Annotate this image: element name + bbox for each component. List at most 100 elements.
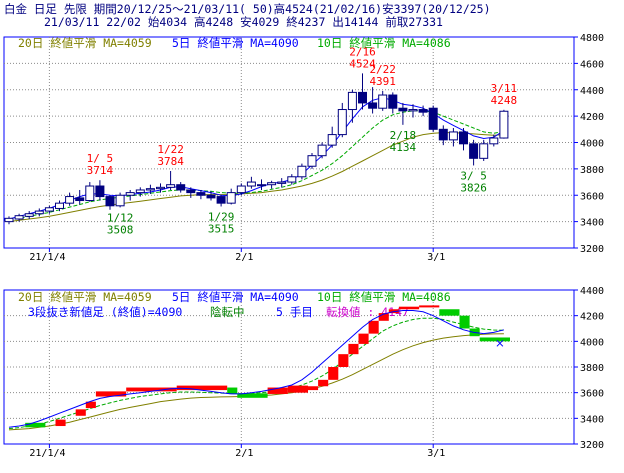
- low-date-label: 2/18: [390, 129, 417, 142]
- legend-ma5: 5日 終値平滑 MA=4090: [172, 36, 299, 50]
- candle-body: [368, 102, 378, 109]
- x-tick-label: 21/1/4: [29, 448, 65, 459]
- x-tick-label: 3/1: [427, 252, 445, 263]
- legend-ma5: 5日 終値平滑 MA=4090: [172, 290, 299, 304]
- fall-box: [439, 309, 460, 316]
- candle-body: [307, 155, 317, 167]
- rise-box: [378, 313, 389, 321]
- fall-box: [227, 387, 238, 394]
- x-tick-label: 21/1/4: [29, 252, 65, 263]
- y-tick-label: 3800: [580, 363, 604, 374]
- candle-body: [4, 217, 14, 223]
- high-date-label: 1/ 5: [87, 152, 114, 165]
- candle-body: [489, 137, 499, 145]
- high-date-label: 3/11: [491, 82, 518, 95]
- candle-body: [186, 189, 196, 194]
- y-tick-label: 4000: [580, 337, 604, 348]
- rise-box: [95, 391, 127, 397]
- candle-body: [327, 134, 337, 146]
- rise-box: [368, 320, 379, 334]
- high-value-label: 4248: [491, 94, 518, 107]
- candle-body: [75, 197, 85, 202]
- candle-body: [65, 196, 75, 204]
- rise-box: [338, 354, 349, 367]
- y-tick-label: 4600: [580, 59, 604, 70]
- candle-body: [378, 94, 388, 109]
- low-value-label: 3508: [107, 223, 134, 236]
- candle-body: [125, 192, 135, 196]
- legend-ma20: 20日 終値平滑 MA=4059: [18, 36, 152, 50]
- header-line-2: 21/03/11 22/02 始4034 高4248 安4029 終4237 出…: [44, 15, 443, 29]
- candle-body: [297, 165, 307, 178]
- rise-box: [55, 419, 66, 427]
- candle-body: [34, 210, 44, 215]
- candle-body: [176, 184, 186, 191]
- x-tick-label: 2/1: [235, 448, 253, 459]
- y-tick-label: 4200: [580, 312, 604, 323]
- candle-body: [358, 91, 367, 104]
- candle-body: [428, 107, 438, 130]
- high-value-label: 4524: [349, 57, 376, 70]
- high-value-label: 3714: [87, 164, 114, 177]
- current-marker: [496, 339, 504, 347]
- candle-body: [216, 196, 226, 204]
- candle-body: [105, 196, 115, 207]
- candle-body: [317, 144, 327, 157]
- high-date-label: 1/22: [157, 143, 184, 156]
- y-tick-label: 4400: [580, 286, 604, 297]
- y-tick-label: 4200: [580, 112, 604, 123]
- fall-box: [479, 337, 510, 342]
- candle-body: [135, 189, 145, 194]
- x-tick-label: 3/1: [427, 448, 445, 459]
- low-date-label: 3/ 5: [460, 169, 487, 182]
- legend-ma20: 20日 終値平滑 MA=4059: [18, 290, 152, 304]
- header-line-1: 白金 日足 先限 期間20/12/25～21/03/11( 50)高4524(2…: [4, 2, 491, 16]
- candle-body: [24, 213, 34, 217]
- candle-body: [95, 185, 105, 198]
- candle-body: [85, 185, 95, 202]
- candle-body: [438, 128, 448, 141]
- y-tick-label: 3600: [580, 191, 604, 202]
- rise-box: [358, 333, 369, 344]
- ma10-line: [8, 317, 504, 430]
- candle-body: [166, 184, 176, 188]
- y-tick-label: 3800: [580, 165, 604, 176]
- y-tick-label: 4800: [580, 33, 604, 44]
- fall-box: [237, 393, 268, 398]
- rise-box: [75, 409, 86, 416]
- candle-body: [388, 94, 398, 109]
- candle-body: [287, 176, 297, 183]
- fall-box: [459, 315, 470, 329]
- candle-body: [236, 185, 246, 194]
- rise-box: [318, 379, 329, 387]
- low-value-label: 3515: [208, 222, 235, 235]
- rise-box: [126, 387, 177, 392]
- y-tick-label: 4000: [580, 139, 604, 150]
- info-steps-label: 5 手目: [276, 305, 313, 319]
- new-price-panel: 3200 3400 3600 3800 4000 4200 4400 21/1/4 2/1 3/1…: [3, 286, 604, 459]
- candle-body: [246, 181, 256, 187]
- fall-box: [25, 422, 46, 428]
- candle-body: [145, 188, 155, 191]
- low-date-label: 1/29: [208, 210, 235, 223]
- candle-body: [156, 186, 165, 190]
- price-panel: 3200 3400 3600 3800 4000 4200 4400 4600 4800 21/1…: [3, 33, 604, 263]
- candle-body: [14, 215, 24, 220]
- rise-box: [419, 305, 440, 308]
- high-value-label: 4391: [369, 75, 396, 88]
- high-value-label: 3784: [157, 155, 184, 168]
- candle-body: [55, 202, 64, 209]
- candle-body: [44, 207, 54, 212]
- legend-ma10: 10日 終値平滑 MA=4086: [317, 36, 451, 50]
- ma20-line: [8, 132, 504, 223]
- y-tick-label: 4400: [580, 86, 604, 97]
- candle-body: [337, 109, 347, 136]
- rise-box: [85, 401, 96, 409]
- y-tick-label: 3400: [580, 414, 604, 425]
- y-tick-label: 3200: [580, 244, 604, 255]
- rise-box: [328, 367, 339, 380]
- candle-body: [469, 143, 479, 159]
- low-date-label: 1/12: [107, 211, 134, 224]
- candle-body: [267, 182, 277, 186]
